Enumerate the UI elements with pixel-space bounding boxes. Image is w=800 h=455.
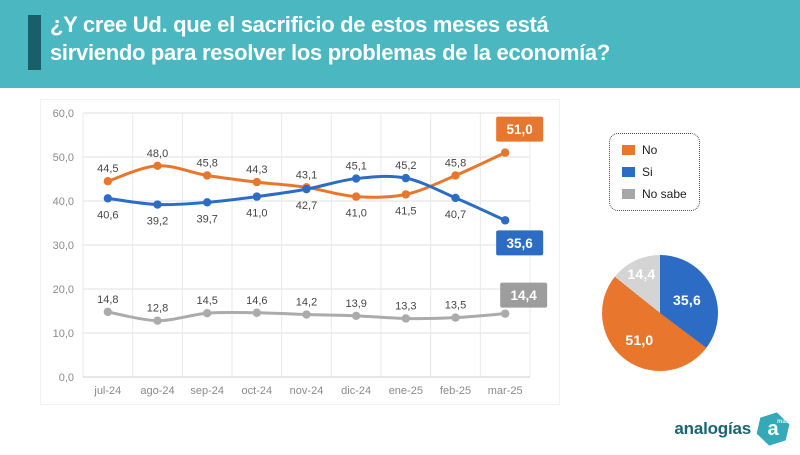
- svg-text:41,0: 41,0: [246, 208, 267, 220]
- svg-text:40,7: 40,7: [445, 209, 466, 221]
- svg-text:14,8: 14,8: [97, 294, 118, 306]
- svg-text:oct-24: oct-24: [242, 385, 273, 397]
- pie-label-no-sabe: 14,4: [627, 266, 656, 283]
- svg-text:10,0: 10,0: [53, 328, 74, 340]
- svg-text:sep-24: sep-24: [190, 385, 224, 397]
- svg-text:nov-24: nov-24: [290, 385, 324, 397]
- svg-text:12,8: 12,8: [147, 303, 168, 315]
- page-title-line-2: sirviendo para resolver los problemas de…: [50, 40, 610, 65]
- legend-item-no-sabe: No sabe: [622, 187, 687, 201]
- svg-text:0,0: 0,0: [59, 372, 74, 384]
- svg-text:30,0: 30,0: [53, 240, 74, 252]
- svg-text:44,3: 44,3: [246, 164, 267, 176]
- svg-text:41,0: 41,0: [345, 208, 366, 220]
- svg-text:13,3: 13,3: [395, 300, 416, 312]
- svg-text:45,8: 45,8: [196, 157, 217, 169]
- legend-swatch-no-sabe: [622, 189, 635, 199]
- svg-text:13,5: 13,5: [445, 300, 466, 312]
- svg-text:dic-24: dic-24: [341, 385, 371, 397]
- svg-text:51,0: 51,0: [507, 122, 533, 137]
- svg-text:35,6: 35,6: [507, 236, 534, 251]
- svg-text:39,7: 39,7: [196, 213, 217, 225]
- svg-text:44,5: 44,5: [97, 163, 118, 175]
- svg-text:14,4: 14,4: [511, 288, 538, 303]
- svg-text:14,6: 14,6: [246, 295, 267, 307]
- svg-text:48,0: 48,0: [147, 148, 168, 160]
- svg-text:45,2: 45,2: [395, 160, 416, 172]
- svg-text:ago-24: ago-24: [140, 385, 174, 397]
- svg-text:40,6: 40,6: [97, 209, 118, 221]
- legend-label-no-sabe: No sabe: [642, 187, 687, 201]
- svg-text:ene-25: ene-25: [389, 385, 423, 397]
- svg-text:43,1: 43,1: [296, 169, 317, 181]
- brand-logo: analogías a más: [674, 412, 790, 446]
- svg-text:feb-25: feb-25: [440, 385, 471, 397]
- svg-text:14,5: 14,5: [196, 295, 217, 307]
- page-title: ¿Y cree Ud. que el sacrificio de estos m…: [50, 11, 610, 67]
- svg-text:14,2: 14,2: [296, 297, 317, 309]
- svg-text:45,8: 45,8: [445, 157, 466, 169]
- brand-name: analogías: [674, 419, 751, 438]
- pie-label-si: 35,6: [672, 291, 701, 308]
- svg-text:40,0: 40,0: [53, 196, 74, 208]
- legend-swatch-si: [622, 167, 635, 177]
- legend-item-si: Si: [622, 165, 687, 179]
- svg-text:mar-25: mar-25: [488, 385, 523, 397]
- page-title-line-1: ¿Y cree Ud. que el sacrificio de estos m…: [50, 12, 549, 37]
- line-chart: 0,0 10,0 20,0 30,0 40,0 50,0 60,0 jul-24 ago-24 s…: [53, 108, 548, 397]
- chart-legend: No Si No sabe: [609, 133, 700, 211]
- pie-chart: 35,6 51,0 14,4: [602, 255, 718, 371]
- brand-hexagon-icon: a más: [756, 412, 790, 446]
- legend-label-si: Si: [642, 165, 653, 179]
- line-chart-card: 0,0 10,0 20,0 30,0 40,0 50,0 60,0 jul-24 ago-24 s…: [40, 99, 560, 405]
- svg-text:jul-24: jul-24: [93, 385, 121, 397]
- svg-text:39,2: 39,2: [147, 216, 168, 228]
- pie-label-no: 51,0: [625, 331, 654, 348]
- svg-text:41,5: 41,5: [395, 205, 416, 217]
- legend-label-no: No: [642, 143, 658, 157]
- title-accent-bar: [28, 15, 41, 70]
- svg-text:20,0: 20,0: [53, 284, 74, 296]
- header: ¿Y cree Ud. que el sacrificio de estos m…: [0, 0, 800, 88]
- svg-text:45,1: 45,1: [345, 161, 366, 173]
- svg-text:60,0: 60,0: [53, 108, 74, 120]
- svg-text:50,0: 50,0: [53, 152, 74, 164]
- svg-text:13,9: 13,9: [345, 298, 366, 310]
- brand-badge-letter: a: [767, 417, 779, 440]
- brand-badge-super: más: [776, 419, 789, 425]
- svg-text:42,7: 42,7: [296, 200, 317, 212]
- legend-item-no: No: [622, 143, 687, 157]
- legend-swatch-no: [622, 145, 635, 155]
